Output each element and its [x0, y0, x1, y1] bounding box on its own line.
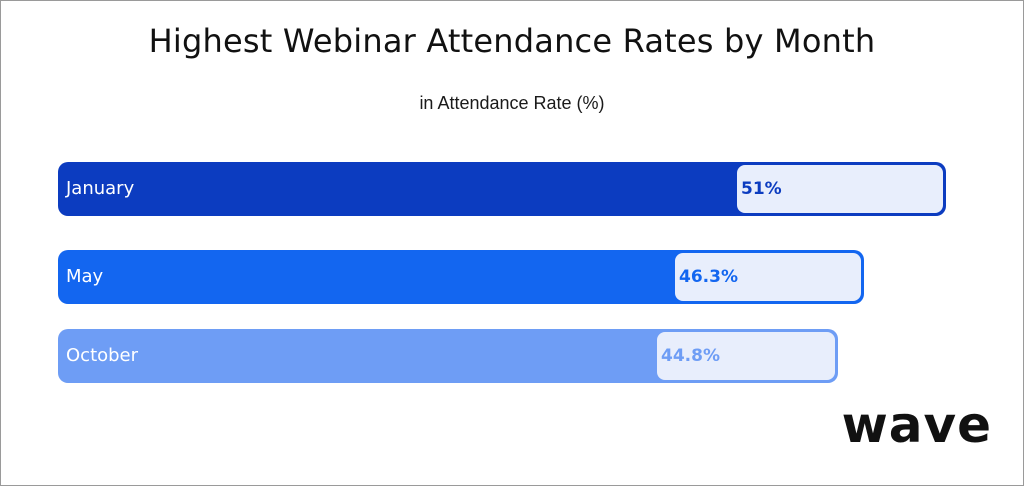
bar-value-label: 44.8% [661, 346, 720, 366]
bar-category-label: January [66, 178, 135, 199]
bar-category-label: October [66, 345, 139, 366]
chart-title: Highest Webinar Attendance Rates by Mont… [148, 22, 876, 60]
bar-value-box: 44.8% [657, 332, 835, 380]
bar-value-label: 51% [741, 179, 782, 199]
bar-value-box: 51% [737, 165, 943, 213]
chart-frame [0, 0, 1024, 486]
chart-subtitle: in Attendance Rate (%) [419, 93, 605, 113]
bar-october: October 44.8% [58, 329, 838, 383]
bar-january: January 51% [58, 162, 946, 216]
bar-may: May 46.3% [58, 250, 864, 304]
bar-value-label: 46.3% [679, 267, 738, 287]
wave-logo: wave [841, 396, 992, 454]
bar-category-label: May [66, 266, 104, 287]
bar-value-box: 46.3% [675, 253, 861, 301]
